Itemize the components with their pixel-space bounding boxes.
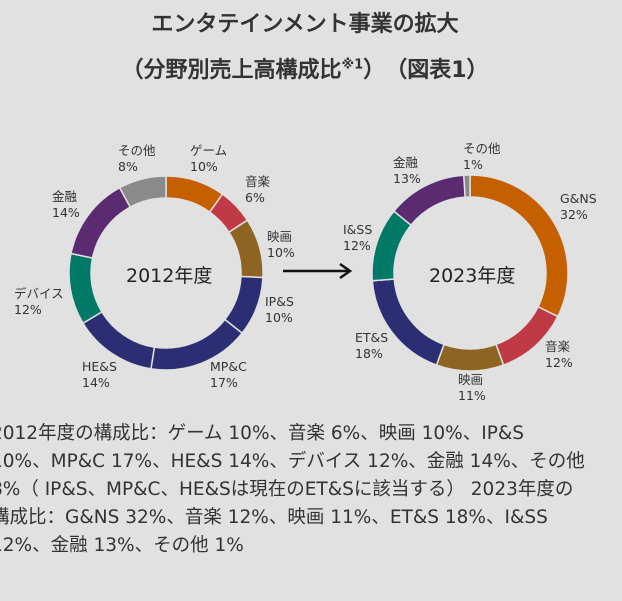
label-2023-music: 音楽 12%: [545, 339, 573, 370]
label-2023-iss: I&SS 12%: [343, 222, 373, 253]
slice-value-label: 1%: [463, 157, 483, 172]
slice-value-label: 12%: [14, 302, 42, 317]
description-line: 2012年度の構成比：ゲーム 10%、音楽 6%、映画 10%、IP&S: [0, 423, 525, 444]
subtitle-text: （分野別売上高構成比: [121, 58, 342, 83]
slice-value-label: 14%: [82, 375, 110, 390]
slice-value-label: 10%: [190, 159, 218, 174]
slice-value-label: 8%: [118, 159, 138, 174]
label-2012-film: 映画 10%: [267, 229, 295, 260]
slice-value-label: 14%: [52, 205, 80, 220]
description-line: 12%、金融 13%、その他 1%: [0, 535, 244, 556]
center-label-2012: 2012年度: [126, 265, 213, 287]
slice-value-label: 10%: [267, 245, 295, 260]
slice-value-label: 6%: [245, 190, 265, 205]
description-text: 2012年度の構成比：ゲーム 10%、音楽 6%、映画 10%、IP&S 10%…: [0, 420, 585, 560]
description-line: 10%、MP&C 17%、HE&S 14%、デバイス 12%、金融 14%、その…: [0, 451, 585, 472]
slice-iss: [371, 210, 413, 282]
label-2023-finance: 金融 13%: [393, 155, 421, 186]
donut-2023: [371, 174, 569, 372]
slice--7: [70, 186, 132, 259]
slice--6: [68, 252, 103, 325]
slice--8: [118, 175, 167, 209]
arrow-head-icon: [339, 262, 353, 280]
slice-value-label: 17%: [210, 375, 238, 390]
slice-value-label: 18%: [355, 346, 383, 361]
label-2023-ets: ET&S 18%: [355, 330, 389, 361]
slice-value-label: 32%: [560, 207, 588, 222]
donut-2012: [68, 175, 264, 371]
label-2012-other: その他 8%: [118, 143, 156, 174]
label-2012-music: 音楽 6%: [245, 174, 271, 205]
slice-value-label: 12%: [545, 355, 573, 370]
slice--6: [462, 174, 471, 198]
center-label-2023: 2023年度: [429, 265, 516, 287]
slice--2: [435, 343, 505, 372]
label-2012-mpc: MP&C 17%: [210, 359, 247, 390]
slice-value-label: 10%: [265, 310, 293, 325]
slice-value-label: 11%: [458, 388, 486, 403]
subtitle-note: ※1: [341, 57, 364, 73]
label-2012-game: ゲーム 10%: [190, 143, 228, 174]
label-2012-devices: デバイス 12%: [14, 286, 64, 317]
label-2012-finance: 金融 14%: [52, 189, 80, 220]
subtitle-figure-label: ） （図表1）: [363, 58, 489, 83]
slice-gns: [469, 174, 569, 318]
label-2023-other: その他 1%: [463, 141, 501, 172]
description-line: 8%（ IP&S、MP&C、HE&Sは現在のET&Sに該当する） 2023年度の: [0, 479, 574, 500]
label-2023-gns: G&NS 32%: [560, 191, 597, 222]
slice-value-label: 13%: [393, 171, 421, 186]
slice-value-label: 12%: [343, 238, 371, 253]
description-line: 構成比：G&NS 32%、音楽 12%、映画 11%、ET&S 18%、I&SS: [0, 507, 548, 528]
slice--2: [227, 219, 264, 279]
chart-title: エンタテインメント事業の拡大: [151, 12, 459, 37]
chart-subtitle: （分野別売上高構成比※1） （図表1）: [0, 52, 610, 84]
label-2012-ips: IP&S 10%: [265, 294, 294, 325]
label-2012-hes: HE&S 14%: [82, 359, 117, 390]
label-2023-film: 映画 11%: [458, 372, 486, 403]
